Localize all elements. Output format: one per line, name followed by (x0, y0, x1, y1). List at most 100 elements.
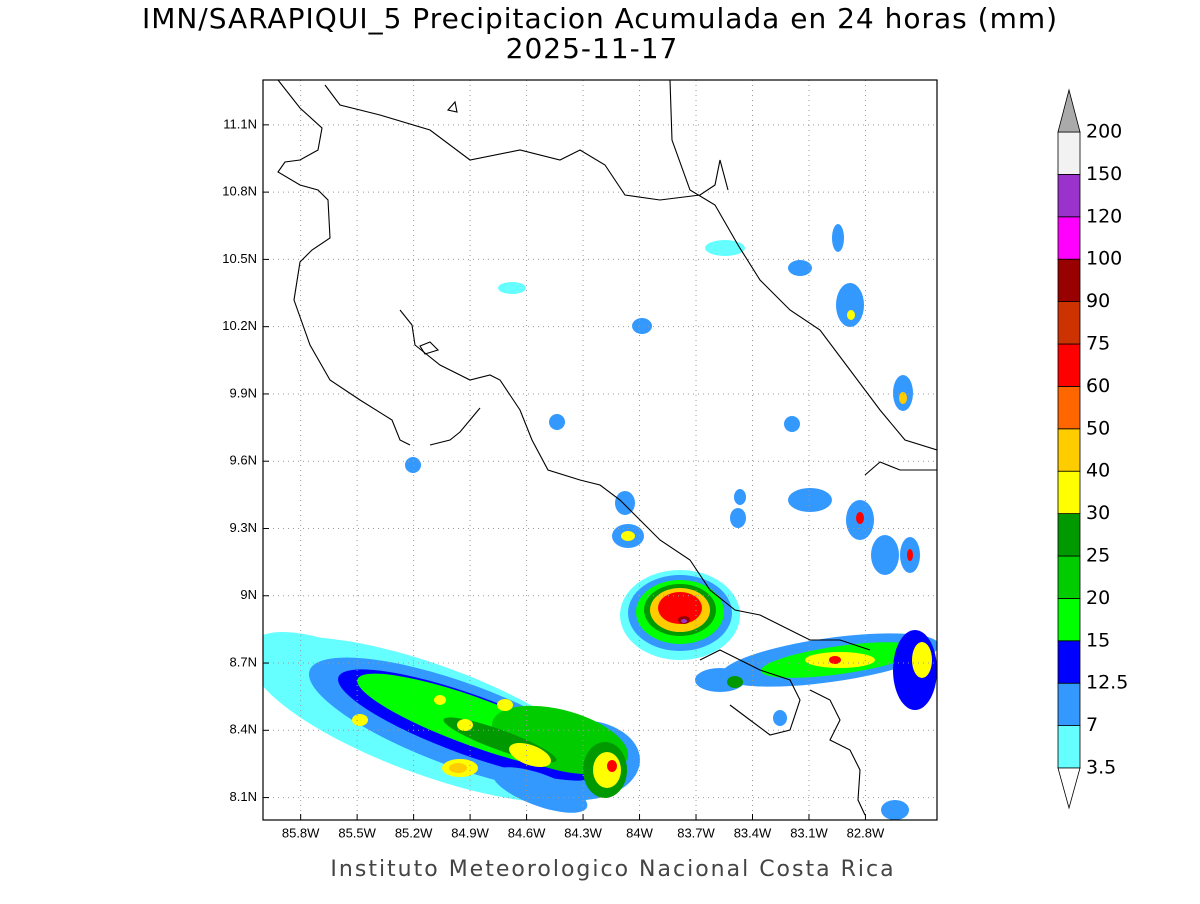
y-tick-label: 8.1N (230, 789, 257, 804)
colorbar-label: 15 (1086, 629, 1110, 651)
rain-area (492, 767, 588, 813)
y-tick-label: 9.3N (230, 520, 257, 535)
rain-area (832, 224, 844, 252)
rain-band (695, 630, 937, 710)
rain-area (449, 763, 467, 773)
rain-area (681, 619, 687, 623)
colorbar: 3.5 7 12.5 15 20 25 30 40 50 60 75 90 100 120 150 200 (1057, 88, 1128, 810)
x-tick-label: 82.8W (847, 825, 885, 840)
rain-area (593, 752, 621, 788)
coastline (446, 100, 458, 113)
colorbar-label: 25 (1086, 545, 1110, 567)
title: IMN/SARAPIQUI_5 Precipitacion Acumulada … (142, 2, 1058, 35)
x-tick-label: 85.5W (338, 825, 376, 840)
subtitle: 2025-11-17 (506, 32, 679, 65)
rain-area (607, 760, 617, 772)
rain-area (907, 549, 913, 561)
y-tick-label: 10.5N (222, 251, 257, 266)
colorbar-segment (1057, 343, 1081, 387)
colorbar-segment (1057, 131, 1081, 175)
y-tick-label: 10.2N (222, 318, 257, 333)
colorbar-label: 30 (1086, 502, 1110, 524)
precipitation-field (263, 224, 937, 820)
x-tick-label: 84.9W (451, 825, 489, 840)
rain-area (856, 512, 864, 524)
rain-area (847, 310, 855, 320)
colorbar-label: 75 (1086, 333, 1110, 355)
colorbar-label: 150 (1086, 163, 1122, 185)
rain-cell (620, 570, 740, 660)
grid (263, 80, 937, 820)
rain-area (705, 240, 745, 256)
colorbar-segment (1057, 598, 1081, 642)
rain-area (881, 800, 909, 820)
y-tick-label: 9N (240, 587, 257, 602)
rain-area (788, 488, 832, 512)
coastlines (277, 80, 937, 816)
colorbar-segment (1057, 470, 1081, 515)
colorbar-segment (1057, 428, 1081, 472)
colorbar-label: 40 (1086, 460, 1110, 482)
rain-area (509, 742, 551, 768)
coastline (809, 689, 866, 816)
rain-area (871, 535, 899, 575)
rain-area (730, 508, 746, 528)
rain-area (497, 699, 513, 711)
rain-area (405, 457, 421, 473)
rain-area (829, 656, 841, 664)
colorbar-segment (1057, 640, 1081, 684)
colorbar-over (1057, 88, 1081, 133)
rain-area (899, 392, 907, 404)
y-tick-label: 9.6N (230, 453, 257, 468)
coastline (419, 341, 440, 355)
x-tick-label: 84.3W (564, 825, 602, 840)
colorbar-segment (1057, 216, 1081, 260)
y-tick-label: 10.8N (222, 184, 257, 199)
colorbar-label: 60 (1086, 375, 1110, 397)
x-tick-label: 85.2W (395, 825, 433, 840)
coastline (429, 407, 481, 446)
axes: 85.8W 85.5W 85.2W 84.9W 84.6W 84.3W 84W 83.7W 83… (222, 116, 885, 840)
y-tick-label: 8.4N (230, 722, 257, 737)
x-tick-label: 84W (626, 825, 653, 840)
footer: Instituto Meteorologico Nacional Costa R… (330, 857, 895, 882)
y-tick-label: 9.9N (230, 385, 257, 400)
colorbar-label: 7 (1086, 714, 1098, 736)
colorbar-label: 100 (1086, 248, 1122, 270)
coastline (324, 84, 729, 201)
rain-area (434, 695, 446, 705)
colorbar-segment (1057, 682, 1081, 727)
rain-area (457, 719, 473, 731)
x-tick-label: 85.8W (282, 825, 320, 840)
x-tick-label: 83.1W (790, 825, 828, 840)
colorbar-label: 20 (1086, 587, 1110, 609)
colorbar-under (1057, 767, 1081, 810)
colorbar-segment (1057, 385, 1081, 430)
colorbar-segment (1057, 513, 1081, 557)
map-frame (262, 79, 938, 821)
rain-area (727, 676, 743, 688)
coastline (864, 461, 937, 476)
rain-area (621, 531, 635, 541)
colorbar-segment (1057, 173, 1081, 218)
x-tick-label: 84.6W (508, 825, 546, 840)
y-tick-label: 11.1N (223, 116, 257, 131)
colorbar-label: 200 (1086, 121, 1122, 143)
colorbar-label: 3.5 (1086, 757, 1116, 779)
rain-area (632, 318, 652, 334)
rain-area (658, 592, 702, 624)
colorbar-segment (1057, 258, 1081, 303)
coastline (669, 80, 937, 451)
colorbar-segment (1057, 725, 1081, 769)
colorbar-label: 12.5 (1086, 672, 1128, 694)
rain-area (352, 714, 368, 726)
rain-area (788, 260, 812, 276)
rain-area (836, 283, 864, 327)
coastline (399, 309, 871, 651)
rain-area (498, 282, 526, 294)
colorbar-label: 120 (1086, 205, 1122, 227)
rain-area (784, 416, 800, 432)
rain-area (773, 710, 787, 726)
